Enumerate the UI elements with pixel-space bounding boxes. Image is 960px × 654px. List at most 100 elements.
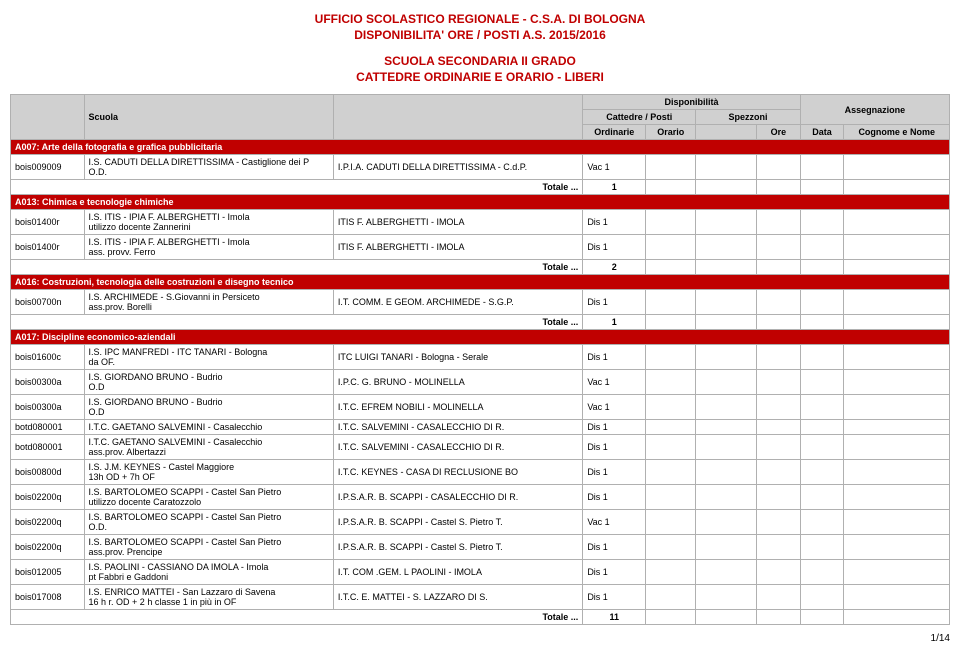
- cell-empty: [800, 210, 844, 235]
- cell-empty: [696, 435, 757, 460]
- header-line-4: CATTEDRE ORDINARIE E ORARIO - LIBERI: [10, 70, 950, 84]
- col-assegnazione: Assegnazione: [800, 95, 949, 125]
- cell-code: bois02200q: [11, 535, 85, 560]
- cell-empty: [696, 560, 757, 585]
- table-row: bois02200q I.S. BARTOLOMEO SCAPPI - Caste…: [11, 510, 950, 535]
- cell-sede: I.T.C. E. MATTEI - S. LAZZARO DI S.: [333, 585, 582, 610]
- cell-empty: [646, 420, 696, 435]
- scuola-note: O.D.: [89, 522, 329, 532]
- col-orario: Orario: [646, 125, 696, 140]
- cell-empty: [646, 260, 696, 275]
- scuola-name: I.S. BARTOLOMEO SCAPPI - Castel San Piet…: [89, 512, 329, 522]
- cell-scuola: I.S. ITIS - IPIA F. ALBERGHETTI - Imolau…: [84, 210, 333, 235]
- cell-empty: [696, 610, 757, 625]
- section-header-row: A016: Costruzioni, tecnologia delle cost…: [11, 275, 950, 290]
- cell-empty: [696, 235, 757, 260]
- totale-value: 1: [583, 180, 646, 195]
- section-title: A007: Arte della fotografia e grafica pu…: [11, 140, 950, 155]
- totale-row: Totale ...2: [11, 260, 950, 275]
- cell-empty: [696, 155, 757, 180]
- cell-empty: [844, 180, 950, 195]
- cell-sede: I.T.C. KEYNES - CASA DI RECLUSIONE BO: [333, 460, 582, 485]
- table-row: bois02200qI.S. BARTOLOMEO SCAPPI - Caste…: [11, 485, 950, 510]
- cell-empty: [696, 345, 757, 370]
- cell-ordinarie: Dis 1: [583, 420, 646, 435]
- table-row: botd080001 I.T.C. GAETANO SALVEMINI - Cas…: [11, 435, 950, 460]
- cell-empty: [696, 315, 757, 330]
- col-empty: [11, 95, 85, 140]
- scuola-name: I.S. ENRICO MATTEI - San Lazzaro di Save…: [89, 587, 329, 597]
- scuola-name: I.S. BARTOLOMEO SCAPPI - Castel San Piet…: [89, 487, 329, 497]
- cell-empty: [757, 315, 801, 330]
- cell-scuola: I.S. BARTOLOMEO SCAPPI - Castel San Piet…: [84, 535, 333, 560]
- cell-empty: [844, 585, 950, 610]
- col-scuola: Scuola: [84, 95, 333, 140]
- cell-empty: [696, 420, 757, 435]
- cell-empty: [844, 535, 950, 560]
- col-ore: Ore: [757, 125, 801, 140]
- cell-ordinarie: Dis 1: [583, 210, 646, 235]
- cell-ordinarie: Dis 1: [583, 585, 646, 610]
- cell-empty: [844, 260, 950, 275]
- cell-empty: [646, 485, 696, 510]
- cell-empty: [757, 345, 801, 370]
- scuola-note: 16 h r. OD + 2 h classe 1 in più in OF: [89, 597, 329, 607]
- cell-code: bois017008: [11, 585, 85, 610]
- scuola-name: I.S. PAOLINI - CASSIANO DA IMOLA - Imola: [89, 562, 329, 572]
- cell-code: bois012005: [11, 560, 85, 585]
- cell-empty: [800, 290, 844, 315]
- cell-ordinarie: Dis 1: [583, 460, 646, 485]
- cell-empty: [646, 610, 696, 625]
- totale-label: Totale ...: [11, 180, 583, 195]
- totale-row: Totale ...1: [11, 180, 950, 195]
- cell-empty: [800, 435, 844, 460]
- cell-empty: [757, 370, 801, 395]
- cell-scuola: I.S. ARCHIMEDE - S.Giovanni in Persiceto…: [84, 290, 333, 315]
- cell-empty: [646, 460, 696, 485]
- cell-code: bois00700n: [11, 290, 85, 315]
- scuola-note: ass.prov. Prencipe: [89, 547, 329, 557]
- cell-ordinarie: Dis 1: [583, 560, 646, 585]
- cell-empty: [757, 560, 801, 585]
- cell-empty: [646, 585, 696, 610]
- table-row: bois009009I.S. CADUTI DELLA DIRETTISSIMA…: [11, 155, 950, 180]
- scuola-note: utilizzo docente Caratozzolo: [89, 497, 329, 507]
- cell-ordinarie: Vac 1: [583, 510, 646, 535]
- cell-scuola: I.S. ITIS - IPIA F. ALBERGHETTI - Imolaa…: [84, 235, 333, 260]
- cell-sede: I.T.C. EFREM NOBILI - MOLINELLA: [333, 395, 582, 420]
- table-head: Scuola Disponibilità Assegnazione Catted…: [11, 95, 950, 140]
- cell-empty: [800, 235, 844, 260]
- cell-code: botd080001: [11, 435, 85, 460]
- scuola-name: I.S. J.M. KEYNES - Castel Maggiore: [89, 462, 329, 472]
- scuola-name: I.S. IPC MANFREDI - ITC TANARI - Bologna: [89, 347, 329, 357]
- cell-empty: [844, 435, 950, 460]
- cell-empty: [646, 560, 696, 585]
- section-title: A016: Costruzioni, tecnologia delle cost…: [11, 275, 950, 290]
- main-table-wrap: Scuola Disponibilità Assegnazione Catted…: [10, 94, 950, 625]
- section-title: A017: Discipline economico-aziendali: [11, 330, 950, 345]
- cell-code: bois02200q: [11, 510, 85, 535]
- table-row: bois00300aI.S. GIORDANO BRUNO - BudrioO.…: [11, 370, 950, 395]
- scuola-name: I.S. CADUTI DELLA DIRETTISSIMA - Castigl…: [89, 157, 329, 167]
- scuola-name: I.S. ARCHIMEDE - S.Giovanni in Persiceto: [89, 292, 329, 302]
- cell-sede: I.T.C. SALVEMINI - CASALECCHIO DI R.: [333, 420, 582, 435]
- cell-empty: [696, 535, 757, 560]
- cell-ordinarie: Dis 1: [583, 485, 646, 510]
- cell-empty: [757, 420, 801, 435]
- cell-empty: [800, 485, 844, 510]
- col-ordinarie: Ordinarie: [583, 125, 646, 140]
- table-row: bois01400rI.S. ITIS - IPIA F. ALBERGHETT…: [11, 210, 950, 235]
- cell-empty: [696, 485, 757, 510]
- cell-ordinarie: Vac 1: [583, 370, 646, 395]
- main-table: Scuola Disponibilità Assegnazione Catted…: [10, 94, 950, 625]
- scuola-name: I.S. ITIS - IPIA F. ALBERGHETTI - Imola: [89, 212, 329, 222]
- scuola-name: I.T.C. GAETANO SALVEMINI - Casalecchio: [89, 437, 329, 447]
- scuola-note: pt Fabbri e Gaddoni: [89, 572, 329, 582]
- table-row: bois00300aI.S. GIORDANO BRUNO - BudrioO.…: [11, 395, 950, 420]
- cell-sede: I.P.S.A.R. B. SCAPPI - Castel S. Pietro …: [333, 535, 582, 560]
- cell-empty: [757, 435, 801, 460]
- cell-empty: [646, 210, 696, 235]
- section-header-row: A007: Arte della fotografia e grafica pu…: [11, 140, 950, 155]
- cell-empty: [800, 345, 844, 370]
- cell-empty: [800, 155, 844, 180]
